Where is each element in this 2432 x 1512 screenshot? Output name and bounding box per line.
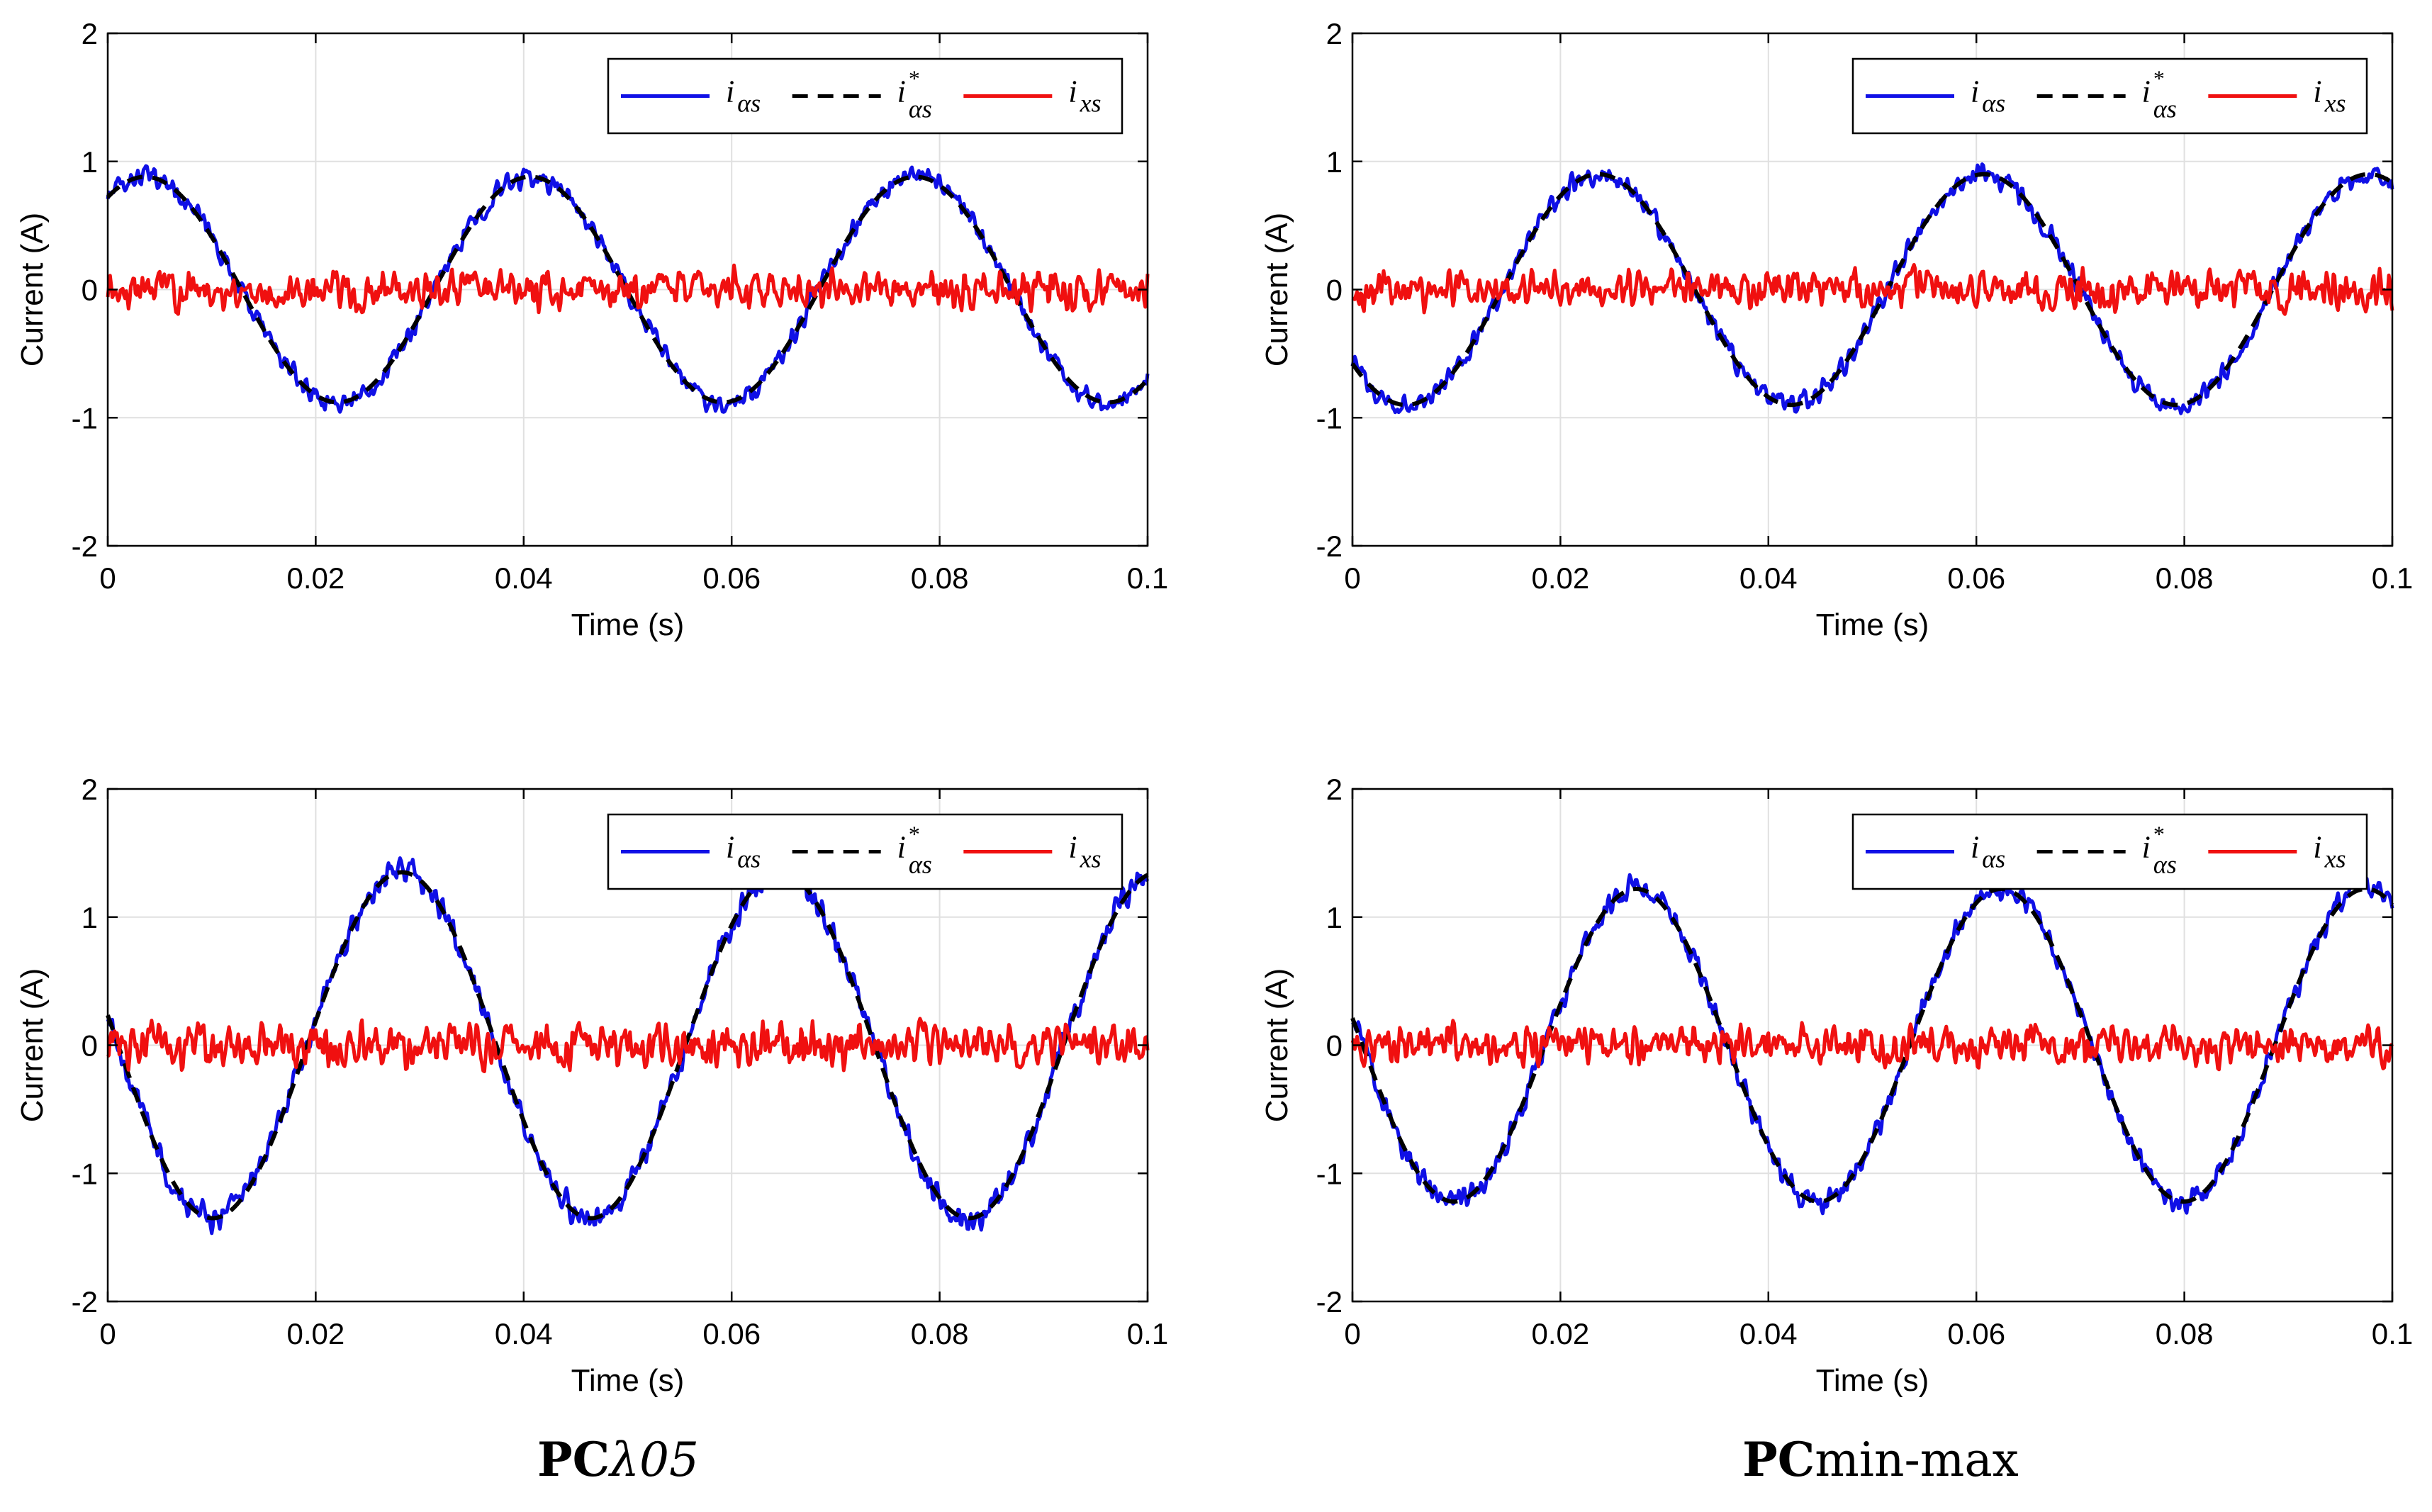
x-axis-label: Time (s) <box>1816 607 1929 642</box>
legend-label-0: i αs <box>1971 74 2005 118</box>
x-tick-label: 0.08 <box>2156 561 2214 595</box>
x-tick-label: 0.04 <box>1739 1317 1798 1350</box>
y-tick-label: 1 <box>82 901 98 934</box>
y-tick-label: 0 <box>1326 1029 1343 1063</box>
y-tick-label: 1 <box>1326 145 1343 179</box>
y-tick-label: 1 <box>1326 901 1343 934</box>
y-tick-label: 0 <box>1326 274 1343 307</box>
x-axis-label: Time (s) <box>571 607 685 642</box>
x-tick-label: 0.06 <box>702 561 761 595</box>
y-tick-label: 0 <box>82 1029 98 1063</box>
x-tick-label: 0.06 <box>1947 561 2005 595</box>
series-i-x-s <box>106 1017 1150 1073</box>
caption-left-bold: PC <box>537 1432 610 1487</box>
x-tick-label: 0.04 <box>495 561 553 595</box>
x-tick-label: 0.02 <box>1532 561 1590 595</box>
y-tick-label: -1 <box>72 401 98 435</box>
legend-label-0: i αs <box>726 74 761 118</box>
x-tick-label: 0.02 <box>287 1317 345 1350</box>
x-tick-label: 0.08 <box>911 1317 969 1350</box>
x-tick-label: 0.1 <box>1127 1317 1168 1350</box>
legend: i αs i * αs i xs <box>607 813 1123 890</box>
x-tick-label: 0 <box>1344 561 1360 595</box>
y-tick-label: -2 <box>1316 530 1343 563</box>
chart-panel-bottom-left: 0 0.02 0.04 0.06 0.08 0.1 -2 -1 0 1 2 Time (s) Curre… <box>15 773 1168 1398</box>
x-tick-label: 0 <box>99 1317 116 1350</box>
series-i-alpha-s <box>1350 162 2394 415</box>
y-axis-label: Current (A) <box>1260 968 1294 1123</box>
x-axis-label: Time (s) <box>1816 1363 1929 1398</box>
x-tick-label: 0.08 <box>2156 1317 2214 1350</box>
x-tick-label: 0.06 <box>1947 1317 2005 1350</box>
legend-label-1: i * αs <box>897 66 932 123</box>
legend: i αs i * αs i xs <box>1851 57 2368 135</box>
series-i-x-s <box>1350 1019 2394 1072</box>
chart-panel-top-left: 0 0.02 0.04 0.06 0.08 0.1 -2 -1 0 1 2 Time (s) Curre… <box>15 17 1168 642</box>
y-axis-label: Current (A) <box>1260 213 1294 367</box>
caption-right-bold: PC <box>1742 1432 1815 1487</box>
caption-right-text: min-max <box>1815 1433 2019 1487</box>
y-tick-label: -1 <box>1316 401 1343 435</box>
legend-label-1: i * αs <box>2142 66 2177 123</box>
series-i-x-s <box>106 263 1150 316</box>
y-tick-label: 2 <box>82 773 98 806</box>
legend: i αs i * αs i xs <box>607 57 1123 135</box>
y-tick-label: 2 <box>1326 773 1343 806</box>
y-tick-label: 2 <box>82 17 98 50</box>
caption-left: PCλ05 <box>299 1432 937 1487</box>
y-tick-label: -1 <box>1316 1157 1343 1190</box>
x-axis-label: Time (s) <box>571 1363 685 1398</box>
legend-label-1: i * αs <box>897 822 932 879</box>
legend-label-1: i * αs <box>2142 822 2177 879</box>
legend-label-2: i xs <box>2313 830 2346 873</box>
legend-label-2: i xs <box>1068 74 1101 118</box>
x-tick-label: 0.1 <box>2372 1317 2413 1350</box>
x-tick-label: 0.08 <box>911 561 969 595</box>
series-i-alpha-s-ref <box>1350 172 2394 408</box>
y-tick-label: -2 <box>72 1285 98 1318</box>
x-tick-label: 0.1 <box>1127 561 1168 595</box>
y-axis-label: Current (A) <box>15 213 50 367</box>
y-tick-label: -1 <box>72 1157 98 1190</box>
series-i-x-s <box>1351 263 2394 316</box>
x-tick-label: 0.1 <box>2372 561 2413 595</box>
series-i-alpha-s-ref <box>1350 887 2394 1204</box>
caption-right: PCmin-max <box>1562 1432 2200 1487</box>
chart-panel-top-right: 0 0.02 0.04 0.06 0.08 0.1 -2 -1 0 1 2 Time (s) Curre… <box>1260 17 2413 642</box>
x-tick-label: 0.04 <box>1739 561 1798 595</box>
legend-label-2: i xs <box>2313 74 2346 118</box>
legend-label-0: i αs <box>1971 830 2005 873</box>
y-tick-label: -2 <box>72 530 98 563</box>
x-tick-label: 0 <box>99 561 116 595</box>
series-i-alpha-s-ref <box>106 870 1149 1221</box>
y-tick-label: 1 <box>82 145 98 179</box>
x-tick-label: 0.04 <box>495 1317 553 1350</box>
legend: i αs i * αs i xs <box>1851 813 2368 890</box>
x-tick-label: 0.06 <box>702 1317 761 1350</box>
legend-label-0: i αs <box>726 830 761 873</box>
legend-label-2: i xs <box>1068 830 1101 873</box>
chart-panel-bottom-right: 0 0.02 0.04 0.06 0.08 0.1 -2 -1 0 1 2 Time (s) Curre… <box>1260 773 2413 1398</box>
y-tick-label: 0 <box>82 274 98 307</box>
x-tick-label: 0.02 <box>1532 1317 1590 1350</box>
x-tick-label: 0.02 <box>287 561 345 595</box>
y-axis-label: Current (A) <box>15 968 50 1123</box>
x-tick-label: 0 <box>1344 1317 1360 1350</box>
caption-left-text: λ05 <box>610 1433 699 1487</box>
y-tick-label: -2 <box>1316 1285 1343 1318</box>
y-tick-label: 2 <box>1326 17 1343 50</box>
